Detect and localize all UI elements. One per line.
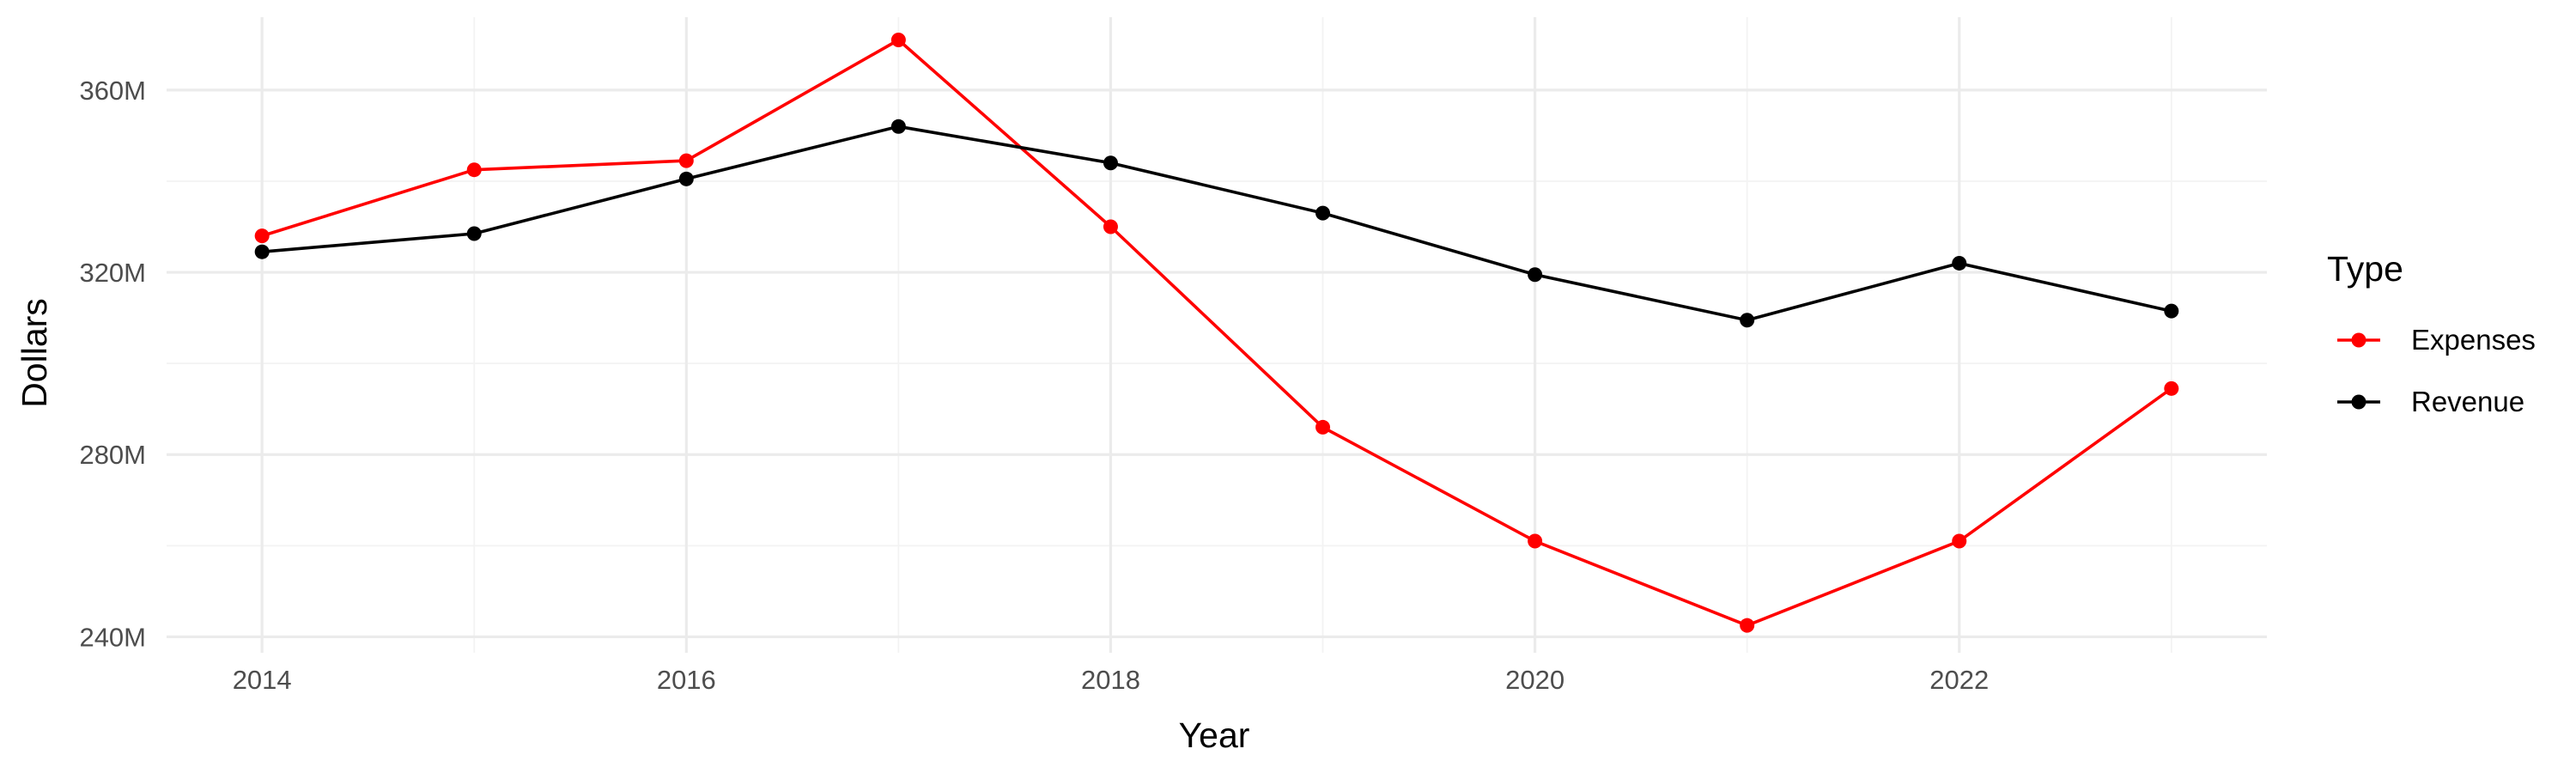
x-tick-label: 2016 bbox=[657, 665, 716, 695]
x-axis-tick-labels: 2014 2016 2018 2020 2022 bbox=[233, 665, 1990, 695]
revenue-data-point bbox=[1740, 313, 1755, 328]
y-tick-label: 280M bbox=[79, 440, 146, 470]
y-axis-tick-labels: 240M 280M 320M 360M bbox=[79, 76, 146, 653]
expenses-data-point bbox=[254, 228, 270, 244]
revenue-data-point bbox=[254, 244, 270, 259]
legend-key-point bbox=[2351, 394, 2366, 410]
revenue-data-point bbox=[1103, 155, 1118, 171]
expenses-data-point bbox=[1315, 419, 1331, 435]
legend-label: Expenses bbox=[2411, 324, 2536, 356]
expenses-data-point bbox=[678, 153, 694, 168]
legend-item-revenue: Revenue bbox=[2337, 386, 2524, 417]
x-tick-label: 2014 bbox=[233, 665, 292, 695]
y-tick-label: 360M bbox=[79, 76, 146, 106]
legend-items: Expenses Revenue bbox=[2337, 324, 2536, 417]
y-axis-title: Dollars bbox=[15, 298, 54, 408]
expenses-data-point bbox=[2164, 380, 2179, 396]
legend-key-point bbox=[2351, 332, 2366, 348]
y-tick-label: 240M bbox=[79, 622, 146, 652]
expenses-data-point bbox=[890, 33, 906, 48]
series-points bbox=[254, 33, 2179, 633]
revenue-series-line bbox=[262, 125, 2172, 322]
x-tick-label: 2020 bbox=[1505, 665, 1564, 695]
minor-gridlines bbox=[167, 17, 2267, 653]
expenses-data-point bbox=[1528, 533, 1543, 549]
legend-label: Revenue bbox=[2411, 386, 2524, 417]
revenue-data-point bbox=[1315, 205, 1331, 221]
expenses-series-line bbox=[261, 38, 2172, 628]
revenue-data-point bbox=[890, 119, 906, 134]
major-gridlines bbox=[167, 17, 2267, 653]
expenses-data-point bbox=[1103, 219, 1118, 234]
revenue-data-point bbox=[678, 171, 694, 186]
revenue-data-point bbox=[1528, 267, 1543, 283]
plot-panel bbox=[167, 17, 2267, 653]
legend-title: Type bbox=[2327, 249, 2403, 289]
expenses-data-point bbox=[1740, 618, 1755, 633]
expenses-data-point bbox=[466, 162, 482, 178]
x-tick-label: 2018 bbox=[1081, 665, 1140, 695]
y-tick-label: 320M bbox=[79, 258, 146, 288]
legend: Type Expenses Revenue bbox=[2327, 249, 2536, 417]
legend-item-expenses: Expenses bbox=[2337, 324, 2536, 356]
x-tick-label: 2022 bbox=[1929, 665, 1989, 695]
revenue-data-point bbox=[1952, 255, 1967, 271]
revenue-data-point bbox=[2164, 303, 2179, 319]
revenue-data-point bbox=[466, 226, 482, 241]
x-axis-title: Year bbox=[1179, 715, 1250, 755]
series-lines bbox=[261, 38, 2172, 628]
expenses-data-point bbox=[1952, 533, 1967, 549]
